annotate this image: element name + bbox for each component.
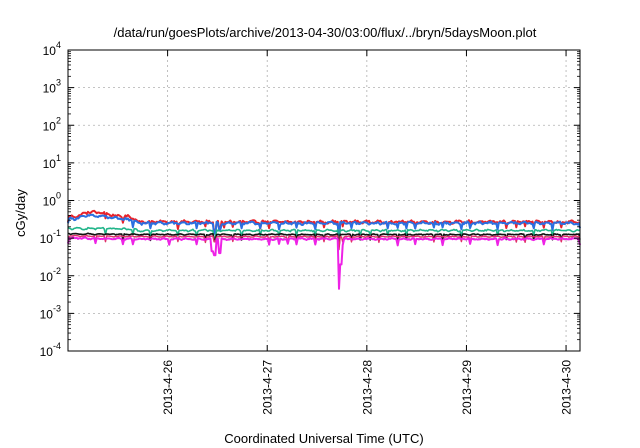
y-tick-exponent: 4 bbox=[56, 40, 61, 50]
series-line bbox=[67, 226, 581, 245]
y-tick-exponent: -2 bbox=[53, 266, 61, 276]
x-tick-labels: 2013-4-26 2013-4-27 2013-4-28 2013-4-29 2013… bbox=[161, 360, 573, 415]
y-tick-label: 10-1 bbox=[40, 228, 61, 246]
y-tick-label: 10-4 bbox=[40, 341, 61, 359]
x-tick-label: 2013-4-27 bbox=[261, 360, 275, 415]
x-tick-label: 2013-4-26 bbox=[161, 360, 175, 415]
y-tick-exponent: -3 bbox=[53, 303, 61, 313]
y-tick-label: 104 bbox=[43, 40, 61, 58]
x-tick-label: 2013-4-29 bbox=[460, 360, 474, 415]
x-tick-label: 2013-4-28 bbox=[360, 360, 374, 415]
y-tick-exponent: 3 bbox=[56, 78, 61, 88]
series-line bbox=[67, 213, 581, 242]
y-tick-label: 10-2 bbox=[40, 266, 61, 284]
x-tick-label: 2013-4-30 bbox=[560, 360, 574, 415]
y-tick-label: 100 bbox=[43, 191, 61, 209]
ticks bbox=[68, 49, 580, 352]
series-line bbox=[67, 234, 581, 251]
y-tick-label: 101 bbox=[43, 153, 61, 171]
y-axis-label: cGy/day bbox=[13, 189, 28, 237]
x-axis-label: Coordinated Universal Time (UTC) bbox=[224, 431, 423, 446]
grid bbox=[68, 50, 580, 351]
y-tick-exponent: 1 bbox=[56, 153, 61, 163]
chart-title: /data/run/goesPlots/archive/2013-04-30/0… bbox=[114, 25, 537, 40]
y-tick-label: 103 bbox=[43, 78, 61, 96]
y-tick-exponent: -4 bbox=[53, 341, 61, 351]
series-line bbox=[67, 236, 581, 290]
y-tick-label: 10-3 bbox=[40, 303, 61, 321]
series-layer bbox=[67, 209, 581, 290]
y-tick-label: 102 bbox=[43, 115, 61, 133]
y-tick-exponent: 2 bbox=[56, 115, 61, 125]
y-tick-exponent: 0 bbox=[56, 191, 61, 201]
y-tick-exponent: -1 bbox=[53, 228, 61, 238]
series-line bbox=[67, 209, 581, 241]
